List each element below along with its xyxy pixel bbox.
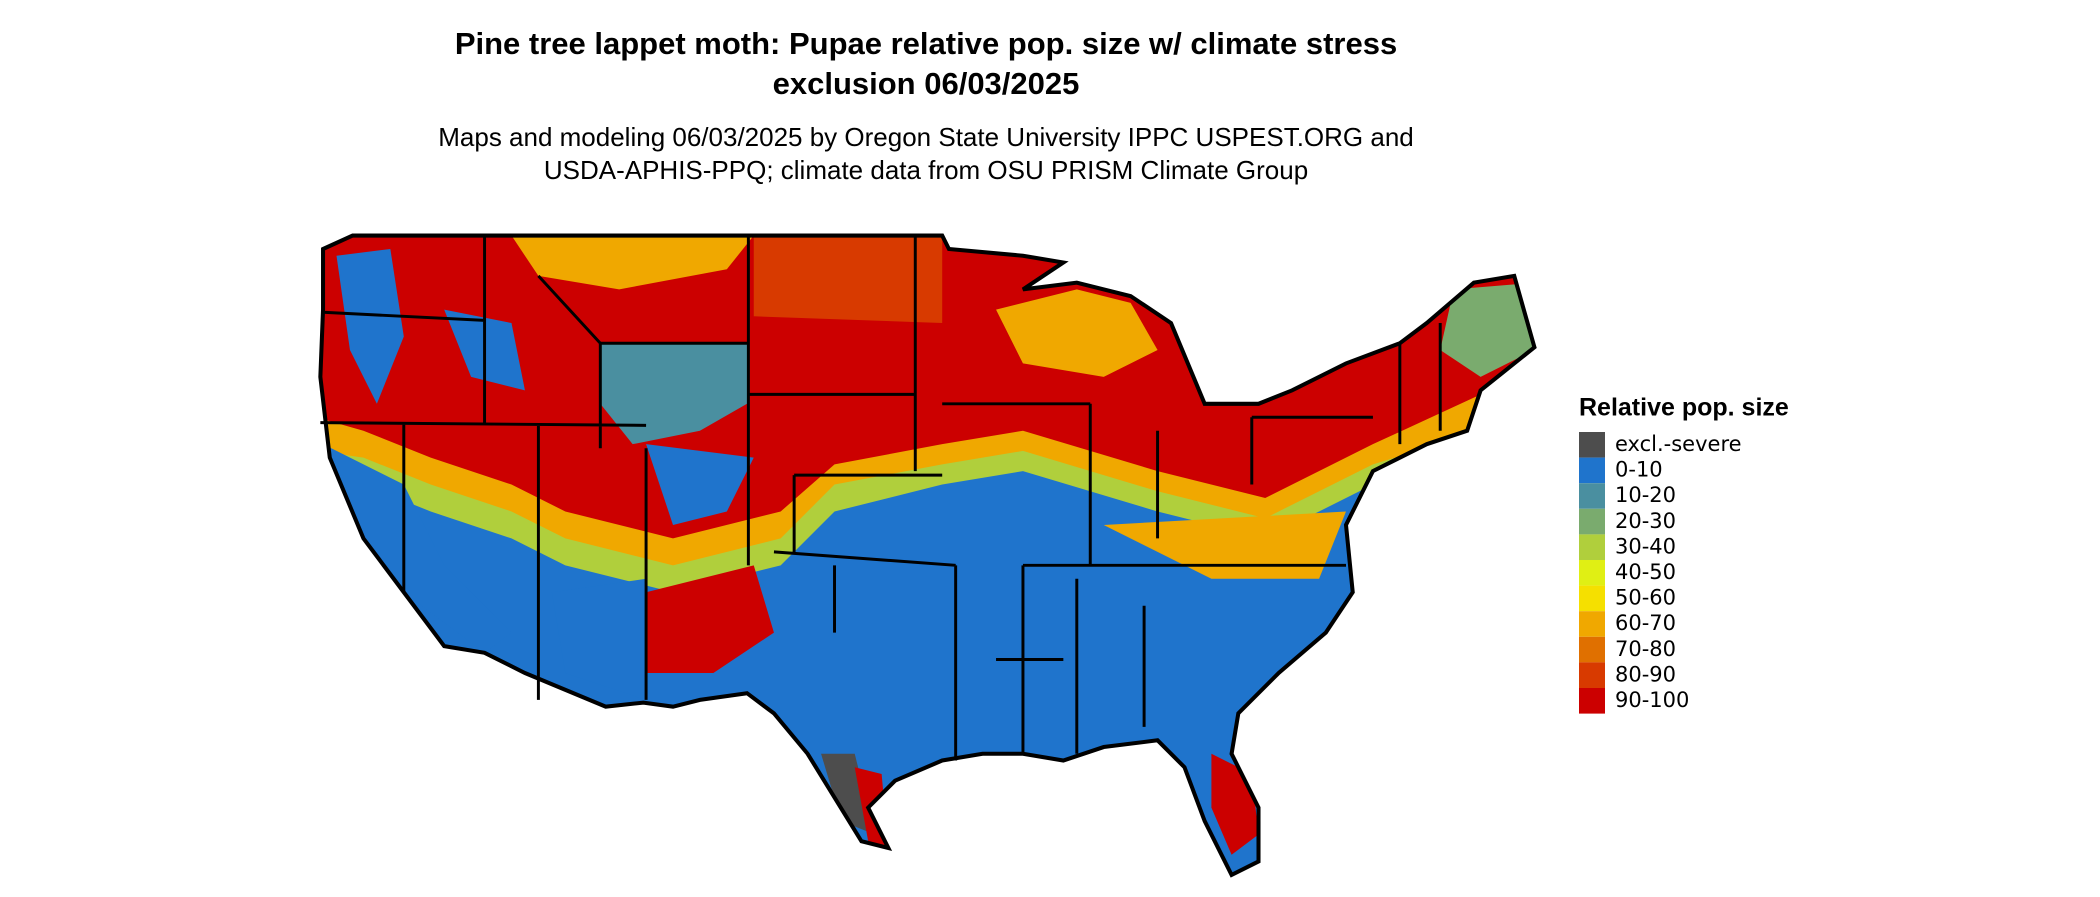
subtitle-line: Maps and modeling 06/03/2025 by Oregon S… [438, 122, 1414, 152]
legend-swatch [1579, 457, 1605, 484]
legend-swatch [1579, 585, 1605, 612]
legend-label: 90-100 [1615, 688, 1689, 712]
map [318, 233, 1537, 878]
legend-swatch [1579, 534, 1605, 560]
legend-title: Relative pop. size [1579, 394, 1789, 422]
subtitle-line: USDA-APHIS-PPQ; climate data from OSU PR… [544, 155, 1308, 185]
legend-swatch [1579, 611, 1605, 637]
legend-label: 70-80 [1615, 637, 1676, 661]
legend-label: excl.-severe [1615, 432, 1742, 456]
title-line: exclusion 06/03/2025 [773, 66, 1080, 101]
legend-label: 30-40 [1615, 534, 1676, 558]
legend-label: 60-70 [1615, 611, 1676, 635]
legend-label: 80-90 [1615, 662, 1676, 686]
legend: excl.-severe0-1010-2020-3030-4040-5050-6… [1579, 432, 1742, 714]
legend-label: 20-30 [1615, 509, 1676, 533]
legend-swatch [1579, 688, 1605, 714]
legend-swatch [1579, 636, 1605, 663]
legend-swatch [1579, 662, 1605, 688]
legend-label: 50-60 [1615, 586, 1676, 610]
legend-label: 0-10 [1615, 458, 1663, 482]
legend-swatch [1579, 483, 1605, 509]
legend-swatch [1579, 508, 1605, 535]
title-line: Pine tree lappet moth: Pupae relative po… [455, 26, 1397, 61]
legend-swatch [1579, 560, 1605, 586]
legend-label: 10-20 [1615, 483, 1676, 507]
legend-swatch [1579, 432, 1605, 458]
legend-label: 40-50 [1615, 560, 1676, 584]
